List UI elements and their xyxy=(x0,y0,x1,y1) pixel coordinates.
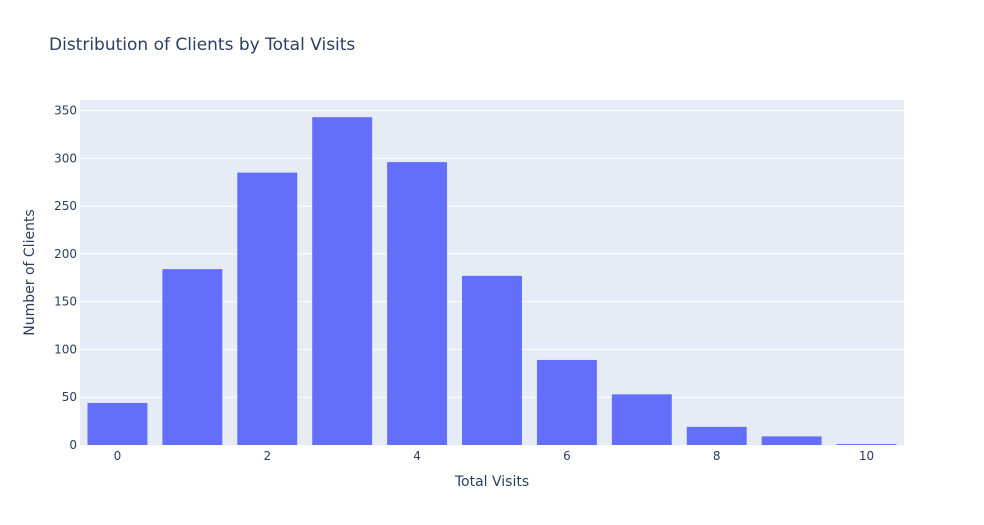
bars xyxy=(87,117,897,446)
y-tick-label: 100 xyxy=(54,342,77,356)
y-tick-label: 300 xyxy=(54,151,77,165)
bar-visits-0 xyxy=(87,402,148,445)
bar-visits-5 xyxy=(462,275,522,445)
y-axis-ticks: 0 50 100 150 200 250 300 350 xyxy=(54,104,77,452)
bar-visits-8 xyxy=(686,426,747,445)
x-tick-label: 0 xyxy=(114,449,122,463)
x-axis-ticks: 0 2 4 6 8 10 xyxy=(114,449,875,463)
bar-visits-9 xyxy=(761,436,822,445)
bar-visits-1 xyxy=(162,269,223,445)
x-tick-label: 8 xyxy=(713,449,721,463)
y-tick-label: 250 xyxy=(54,199,77,213)
x-tick-label: 6 xyxy=(563,449,571,463)
y-tick-label: 0 xyxy=(69,438,77,452)
y-axis-title: Number of Clients xyxy=(22,209,38,335)
x-tick-label: 10 xyxy=(859,449,874,463)
y-tick-label: 350 xyxy=(54,104,77,118)
bar-visits-2 xyxy=(237,172,298,445)
x-tick-label: 4 xyxy=(413,449,421,463)
chart-title: Distribution of Clients by Total Visits xyxy=(49,35,355,55)
bar-visits-7 xyxy=(611,394,672,445)
y-tick-label: 50 xyxy=(62,390,77,404)
bar-visits-10 xyxy=(836,444,897,445)
x-axis-title: Total Visits xyxy=(454,474,529,490)
bar-visits-3 xyxy=(312,117,373,446)
y-tick-label: 200 xyxy=(54,247,77,261)
bar-visits-6 xyxy=(536,359,597,445)
bar-visits-4 xyxy=(387,162,448,445)
y-tick-label: 150 xyxy=(54,295,77,309)
x-tick-label: 2 xyxy=(263,449,271,463)
